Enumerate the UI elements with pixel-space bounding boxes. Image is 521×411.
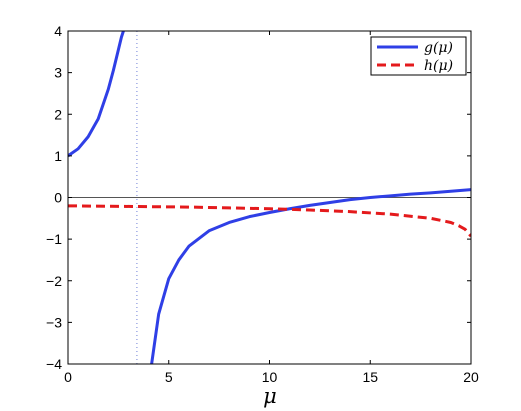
series-layer: [68, 31, 471, 364]
reference-lines: [68, 31, 471, 364]
x-tick-label: 10: [262, 369, 278, 385]
x-axis-label: μ: [263, 384, 277, 408]
y-tick-label: 2: [54, 106, 62, 122]
y-tick-label: 3: [54, 65, 62, 81]
x-tick-label: 20: [463, 369, 479, 385]
y-tick-label: −2: [46, 273, 62, 289]
y-tick-label: −3: [46, 314, 62, 330]
y-tick-label: −1: [46, 231, 62, 247]
legend-label-h: h(μ): [424, 58, 453, 74]
legend: g(μ) h(μ): [370, 36, 467, 76]
y-tick-label: 1: [54, 148, 62, 164]
series-g-line-1: [150, 188, 471, 364]
legend-label-g: g(μ): [424, 40, 453, 56]
x-tick-label: 15: [362, 369, 378, 385]
x-tick-label: 5: [165, 369, 173, 385]
y-tick-label: −4: [46, 356, 62, 372]
series-g-line-0: [68, 31, 125, 158]
legend-box: [370, 36, 467, 76]
series-h-line-0: [68, 204, 471, 238]
x-tick-label: 0: [64, 369, 72, 385]
y-tick-label: 0: [54, 190, 62, 206]
y-tick-label: 4: [54, 23, 62, 39]
